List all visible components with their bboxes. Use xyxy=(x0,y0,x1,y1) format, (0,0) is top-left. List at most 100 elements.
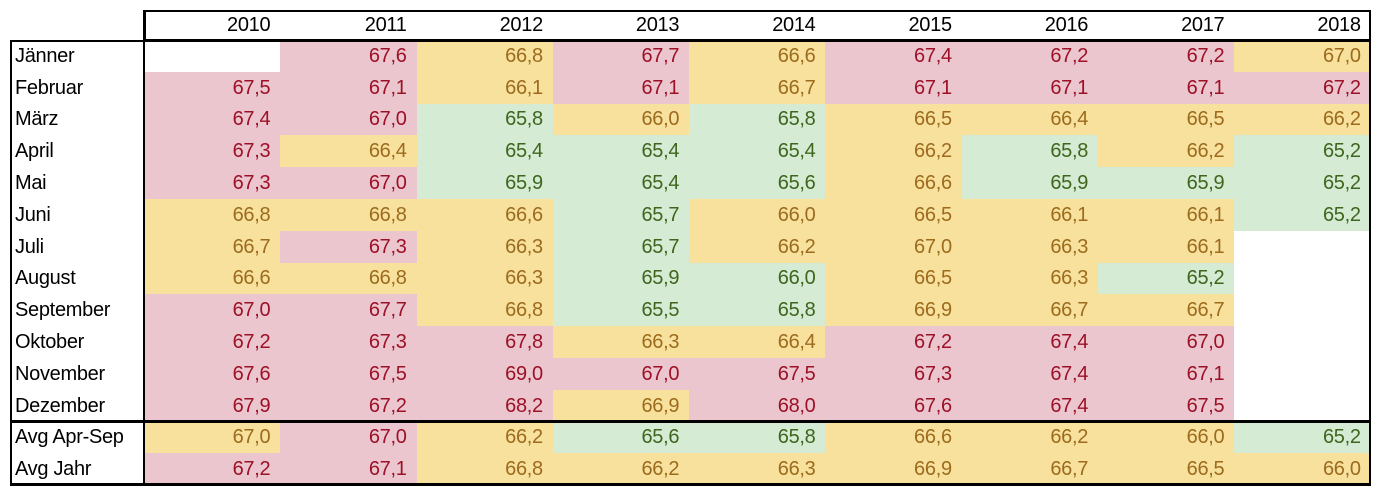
table-cell[interactable]: 66,6 xyxy=(144,262,281,295)
table-cell[interactable]: 66,7 xyxy=(961,453,1099,486)
table-cell[interactable]: 67,2 xyxy=(1098,40,1235,72)
table-cell[interactable]: 66,5 xyxy=(1098,103,1235,136)
table-cell[interactable]: 66,5 xyxy=(825,198,962,231)
table-cell[interactable]: 66,3 xyxy=(961,262,1099,295)
row-label[interactable]: Avg Jahr xyxy=(10,453,144,486)
table-cell[interactable]: 66,6 xyxy=(825,421,962,454)
row-label[interactable]: Februar xyxy=(10,71,144,104)
table-cell[interactable]: 67,4 xyxy=(961,357,1099,390)
table-cell[interactable]: 66,7 xyxy=(689,71,826,104)
table-cell[interactable]: 65,4 xyxy=(552,135,690,168)
table-cell[interactable]: 67,4 xyxy=(961,326,1099,358)
table-cell[interactable]: 66,9 xyxy=(552,389,690,422)
table-cell[interactable]: 67,0 xyxy=(144,294,281,327)
table-cell[interactable]: 65,4 xyxy=(416,135,553,168)
table-cell[interactable]: 68,0 xyxy=(689,389,826,422)
table-cell[interactable]: 67,0 xyxy=(552,357,690,390)
table-cell[interactable]: 67,1 xyxy=(552,71,690,104)
table-cell[interactable]: 66,9 xyxy=(825,453,962,486)
table-cell[interactable]: 65,4 xyxy=(689,135,826,168)
table-cell[interactable]: 66,8 xyxy=(416,453,553,486)
table-cell[interactable]: 67,1 xyxy=(961,71,1099,104)
table-cell[interactable]: 66,5 xyxy=(825,103,962,136)
table-cell[interactable] xyxy=(1234,294,1371,327)
table-cell[interactable] xyxy=(1234,389,1371,422)
table-cell[interactable]: 67,1 xyxy=(825,71,962,104)
year-header[interactable]: 2018 xyxy=(1234,10,1371,40)
table-cell[interactable]: 67,3 xyxy=(144,135,281,168)
table-cell[interactable]: 65,2 xyxy=(1234,167,1371,199)
table-cell[interactable]: 66,6 xyxy=(825,167,962,199)
table-cell[interactable]: 65,7 xyxy=(552,198,690,231)
table-cell[interactable]: 66,2 xyxy=(552,453,690,486)
table-cell[interactable]: 67,3 xyxy=(280,326,417,358)
row-label[interactable]: Avg Apr-Sep xyxy=(10,421,144,454)
table-cell[interactable]: 66,5 xyxy=(1098,453,1235,486)
table-cell[interactable]: 67,1 xyxy=(280,71,417,104)
table-cell[interactable]: 66,7 xyxy=(961,294,1099,327)
table-cell[interactable]: 67,0 xyxy=(144,421,281,454)
table-cell[interactable]: 67,9 xyxy=(144,389,281,422)
table-cell[interactable]: 66,7 xyxy=(144,230,281,263)
table-cell[interactable]: 67,2 xyxy=(144,453,281,486)
table-cell[interactable]: 66,1 xyxy=(416,71,553,104)
table-cell[interactable]: 67,4 xyxy=(825,40,962,72)
table-cell[interactable]: 66,9 xyxy=(825,294,962,327)
table-cell[interactable]: 67,5 xyxy=(144,71,281,104)
table-cell[interactable]: 66,3 xyxy=(689,453,826,486)
table-cell[interactable]: 67,0 xyxy=(825,230,962,263)
year-header[interactable]: 2016 xyxy=(961,10,1099,40)
table-cell[interactable]: 66,8 xyxy=(280,262,417,295)
table-cell[interactable]: 66,0 xyxy=(1098,421,1235,454)
table-cell[interactable]: 66,2 xyxy=(1098,135,1235,168)
row-label[interactable]: Dezember xyxy=(10,389,144,422)
table-cell[interactable]: 65,8 xyxy=(689,103,826,136)
table-cell[interactable]: 65,6 xyxy=(689,167,826,199)
table-cell[interactable]: 66,8 xyxy=(280,198,417,231)
year-header[interactable]: 2011 xyxy=(280,10,417,40)
table-cell[interactable]: 65,2 xyxy=(1234,198,1371,231)
table-cell[interactable]: 67,3 xyxy=(144,167,281,199)
table-cell[interactable]: 67,4 xyxy=(961,389,1099,422)
table-cell[interactable]: 65,7 xyxy=(552,230,690,263)
table-cell[interactable]: 67,0 xyxy=(1098,326,1235,358)
table-cell[interactable]: 66,6 xyxy=(689,40,826,72)
table-cell[interactable]: 65,9 xyxy=(552,262,690,295)
table-cell[interactable]: 66,1 xyxy=(961,198,1099,231)
table-cell[interactable]: 65,2 xyxy=(1098,262,1235,295)
table-cell[interactable]: 67,5 xyxy=(689,357,826,390)
row-label[interactable]: April xyxy=(10,135,144,168)
table-cell[interactable]: 66,3 xyxy=(416,262,553,295)
table-cell[interactable]: 65,4 xyxy=(552,167,690,199)
row-label[interactable]: März xyxy=(10,103,144,136)
table-cell[interactable]: 65,8 xyxy=(689,294,826,327)
table-cell[interactable]: 67,0 xyxy=(280,103,417,136)
table-cell[interactable]: 67,2 xyxy=(961,40,1099,72)
table-cell[interactable]: 66,0 xyxy=(689,198,826,231)
table-cell[interactable]: 67,3 xyxy=(825,357,962,390)
table-cell[interactable] xyxy=(1234,326,1371,358)
table-cell[interactable]: 65,9 xyxy=(961,167,1099,199)
table-cell[interactable]: 67,5 xyxy=(1098,389,1235,422)
table-cell[interactable]: 66,0 xyxy=(689,262,826,295)
table-cell[interactable] xyxy=(1234,230,1371,263)
year-header[interactable]: 2015 xyxy=(825,10,962,40)
table-cell[interactable]: 66,8 xyxy=(416,294,553,327)
table-cell[interactable]: 65,2 xyxy=(1234,135,1371,168)
table-cell[interactable]: 65,8 xyxy=(689,421,826,454)
table-cell[interactable]: 66,4 xyxy=(689,326,826,358)
table-cell[interactable]: 67,4 xyxy=(144,103,281,136)
table-cell[interactable]: 66,2 xyxy=(416,421,553,454)
table-cell[interactable]: 66,3 xyxy=(961,230,1099,263)
table-cell[interactable] xyxy=(1234,262,1371,295)
row-label[interactable]: Juni xyxy=(10,198,144,231)
table-cell[interactable]: 66,3 xyxy=(416,230,553,263)
row-label[interactable]: Mai xyxy=(10,167,144,199)
table-cell[interactable]: 67,0 xyxy=(280,167,417,199)
table-cell[interactable]: 65,8 xyxy=(961,135,1099,168)
row-label[interactable]: August xyxy=(10,262,144,295)
table-cell[interactable]: 66,5 xyxy=(825,262,962,295)
year-header[interactable]: 2012 xyxy=(416,10,553,40)
table-cell[interactable]: 66,8 xyxy=(144,198,281,231)
table-cell[interactable]: 67,5 xyxy=(280,357,417,390)
